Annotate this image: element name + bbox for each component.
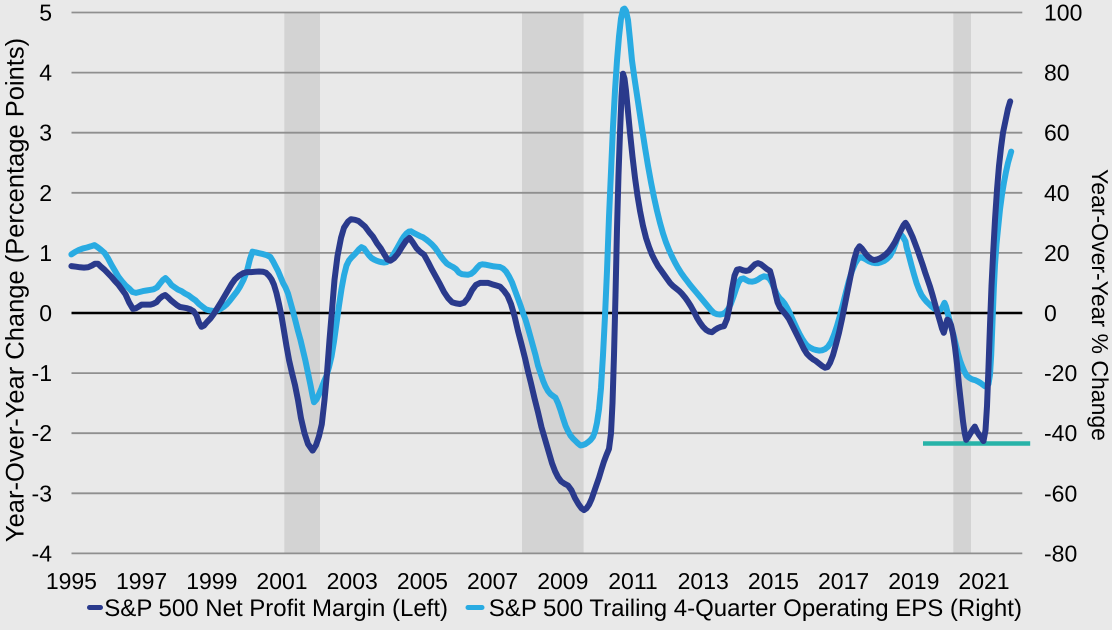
svg-text:3: 3 [39, 120, 52, 146]
svg-text:-60: -60 [1044, 480, 1077, 506]
svg-text:0: 0 [1044, 300, 1057, 326]
svg-text:80: 80 [1044, 60, 1070, 86]
svg-text:100: 100 [1044, 0, 1082, 26]
svg-text:1997: 1997 [116, 568, 167, 594]
svg-text:2003: 2003 [327, 568, 378, 594]
svg-text:0: 0 [39, 300, 52, 326]
svg-text:2013: 2013 [678, 568, 729, 594]
svg-text:-2: -2 [32, 420, 52, 446]
svg-text:4: 4 [39, 60, 52, 86]
svg-text:-80: -80 [1044, 540, 1077, 566]
svg-text:2009: 2009 [537, 568, 588, 594]
svg-text:2005: 2005 [397, 568, 448, 594]
svg-text:60: 60 [1044, 120, 1070, 146]
svg-text:2001: 2001 [256, 568, 307, 594]
svg-text:-3: -3 [32, 480, 52, 506]
svg-text:2011: 2011 [608, 568, 657, 594]
svg-text:Year-Over-Year Change (Percent: Year-Over-Year Change (Percentage Points… [1, 38, 29, 542]
svg-text:-1: -1 [32, 360, 52, 386]
svg-text:2015: 2015 [748, 568, 799, 594]
svg-text:2: 2 [39, 180, 52, 206]
svg-text:2019: 2019 [888, 568, 939, 594]
svg-text:40: 40 [1044, 180, 1070, 206]
svg-text:2017: 2017 [818, 568, 869, 594]
svg-text:1: 1 [39, 240, 52, 266]
svg-text:-4: -4 [32, 540, 53, 566]
svg-text:1999: 1999 [186, 568, 237, 594]
svg-text:2007: 2007 [467, 568, 518, 594]
svg-text:S&P 500 Trailing 4-Quarter Ope: S&P 500 Trailing 4-Quarter Operating EPS… [489, 595, 1022, 622]
svg-text:-20: -20 [1044, 360, 1077, 386]
svg-text:20: 20 [1044, 240, 1070, 266]
svg-text:5: 5 [39, 0, 52, 26]
svg-text:2021: 2021 [958, 568, 1009, 594]
svg-text:S&P 500 Net Profit Margin (Lef: S&P 500 Net Profit Margin (Left) [104, 595, 448, 622]
svg-text:Year-Over-Year % Change: Year-Over-Year % Change [1087, 169, 1112, 441]
svg-text:-40: -40 [1044, 420, 1077, 446]
svg-text:1995: 1995 [46, 568, 97, 594]
